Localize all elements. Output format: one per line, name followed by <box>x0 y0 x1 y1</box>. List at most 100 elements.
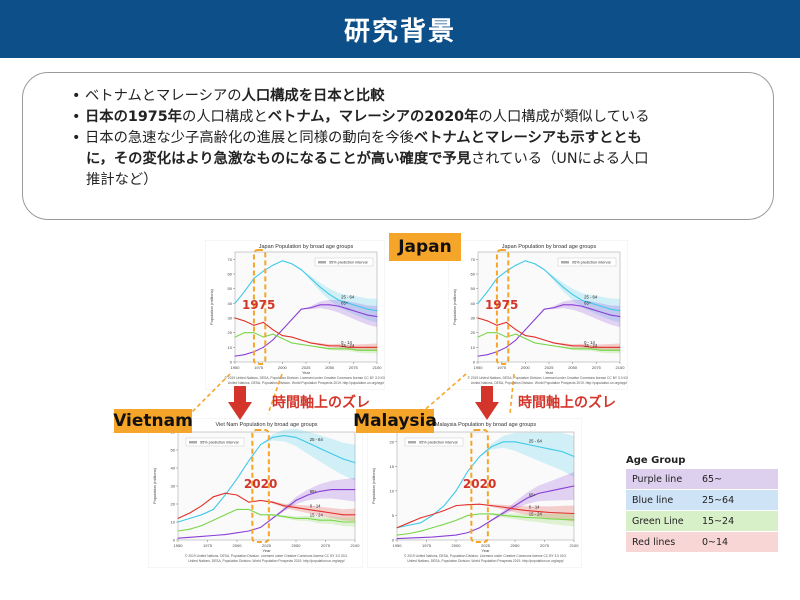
series-label: 65+ <box>529 492 537 497</box>
chart-title: Japan Population by broad age groups <box>502 244 597 250</box>
data-point <box>562 304 564 306</box>
data-point <box>538 492 540 494</box>
data-point <box>490 446 492 448</box>
x-tick-label: 2000 <box>521 365 531 370</box>
summary-bullets: • ベトナムとマレーシアの人口構成を日本と比較 • 日本の1975年の人口構成とベ… <box>72 86 742 191</box>
chart-legend-box <box>404 437 464 447</box>
data-point <box>467 470 469 472</box>
series-line <box>477 332 620 351</box>
data-point <box>236 532 238 534</box>
data-point <box>467 514 469 516</box>
y-tick-label: 70 <box>228 257 233 262</box>
data-point <box>367 346 369 348</box>
data-point <box>455 505 457 507</box>
data-point <box>253 324 255 326</box>
data-point <box>502 514 504 516</box>
data-point <box>262 346 264 348</box>
y-tick-label: 10 <box>390 488 395 493</box>
data-point <box>189 517 191 519</box>
y-tick-label: 30 <box>228 316 233 321</box>
age-group-legend: Age Group Purple line 65~ Blue line 25~64 Gr… <box>626 455 778 553</box>
x-tick-label: 1975 <box>203 543 213 548</box>
data-point <box>477 302 479 304</box>
down-arrow-icon <box>475 386 499 420</box>
data-point <box>348 348 350 350</box>
data-point <box>329 345 331 347</box>
data-point <box>534 336 536 338</box>
data-point <box>342 521 344 523</box>
data-point <box>272 333 274 335</box>
legend-row: Purple line 65~ <box>626 469 778 490</box>
data-point <box>177 521 179 523</box>
data-point <box>348 308 350 310</box>
time-shift-label-right: 時間軸上のズレ <box>518 395 616 411</box>
data-point <box>310 345 312 347</box>
data-point <box>281 260 283 262</box>
data-point <box>486 332 488 334</box>
x-tick-label: 1975 <box>254 365 264 370</box>
data-point <box>177 537 179 539</box>
chart-footer: United Nations, DESA, Population Divisio… <box>228 381 385 385</box>
data-point <box>490 519 492 521</box>
data-point <box>443 505 445 507</box>
legend-rows: Purple line 65~ Blue line 25~64 Green Line 15… <box>626 469 778 553</box>
data-point <box>354 462 356 464</box>
connector-dashed-line <box>419 373 467 415</box>
data-point <box>260 499 262 501</box>
x-tick-label: 2000 <box>452 543 462 548</box>
data-point <box>420 537 422 539</box>
series-label: 0 - 14 <box>584 340 595 345</box>
data-point <box>248 530 250 532</box>
data-point <box>283 435 285 437</box>
data-point <box>283 508 285 510</box>
data-point <box>581 305 583 307</box>
data-point <box>538 517 540 519</box>
data-point <box>367 349 369 351</box>
data-point <box>505 336 507 338</box>
x-tick-label: 2075 <box>592 365 602 370</box>
data-point <box>177 517 179 519</box>
data-point <box>189 528 191 530</box>
x-axis-label: Year <box>545 370 554 375</box>
y-tick-label: 0 <box>473 360 476 365</box>
chart-malaysia: Malaysia Population by broad age groups 0… <box>367 418 582 568</box>
data-point <box>561 518 563 520</box>
data-point <box>248 501 250 503</box>
series-label: 25 - 64 <box>529 438 543 443</box>
data-point <box>619 316 621 318</box>
series-label: 15 - 24 <box>310 512 324 517</box>
data-point <box>212 496 214 498</box>
series-line <box>177 489 355 539</box>
slide-title-bar: 研究背景 <box>0 0 800 58</box>
y-tick-label: 50 <box>171 448 176 453</box>
data-point <box>561 487 563 489</box>
data-point <box>600 311 602 313</box>
data-point <box>295 507 297 509</box>
line-chart: Japan Population by broad age groups 0 10 2… <box>205 240 385 390</box>
data-point <box>431 527 433 529</box>
series-line <box>234 304 378 357</box>
chart-footer: © 2019 United Nations, DESA, Population … <box>468 376 628 380</box>
data-point <box>515 264 517 266</box>
data-point <box>514 515 516 517</box>
data-point <box>272 339 274 341</box>
data-point <box>600 349 602 351</box>
data-point <box>553 345 555 347</box>
data-point <box>307 494 309 496</box>
data-point <box>260 444 262 446</box>
data-point <box>224 492 226 494</box>
data-point <box>610 308 612 310</box>
data-point <box>243 332 245 334</box>
data-point <box>515 333 517 335</box>
series-line <box>177 435 356 523</box>
data-point <box>543 343 545 345</box>
data-point <box>581 299 583 301</box>
chart-title: Viet Nam Population by broad age groups <box>215 422 317 428</box>
data-point <box>477 355 479 357</box>
plot-area <box>396 431 575 541</box>
data-point <box>348 346 350 348</box>
series-label: 65+ <box>310 489 318 494</box>
data-point <box>291 263 293 265</box>
chart-title: Japan Population by broad age groups <box>259 244 354 250</box>
chart-footer: © 2019 United Nations, DESA, Population … <box>185 554 348 558</box>
